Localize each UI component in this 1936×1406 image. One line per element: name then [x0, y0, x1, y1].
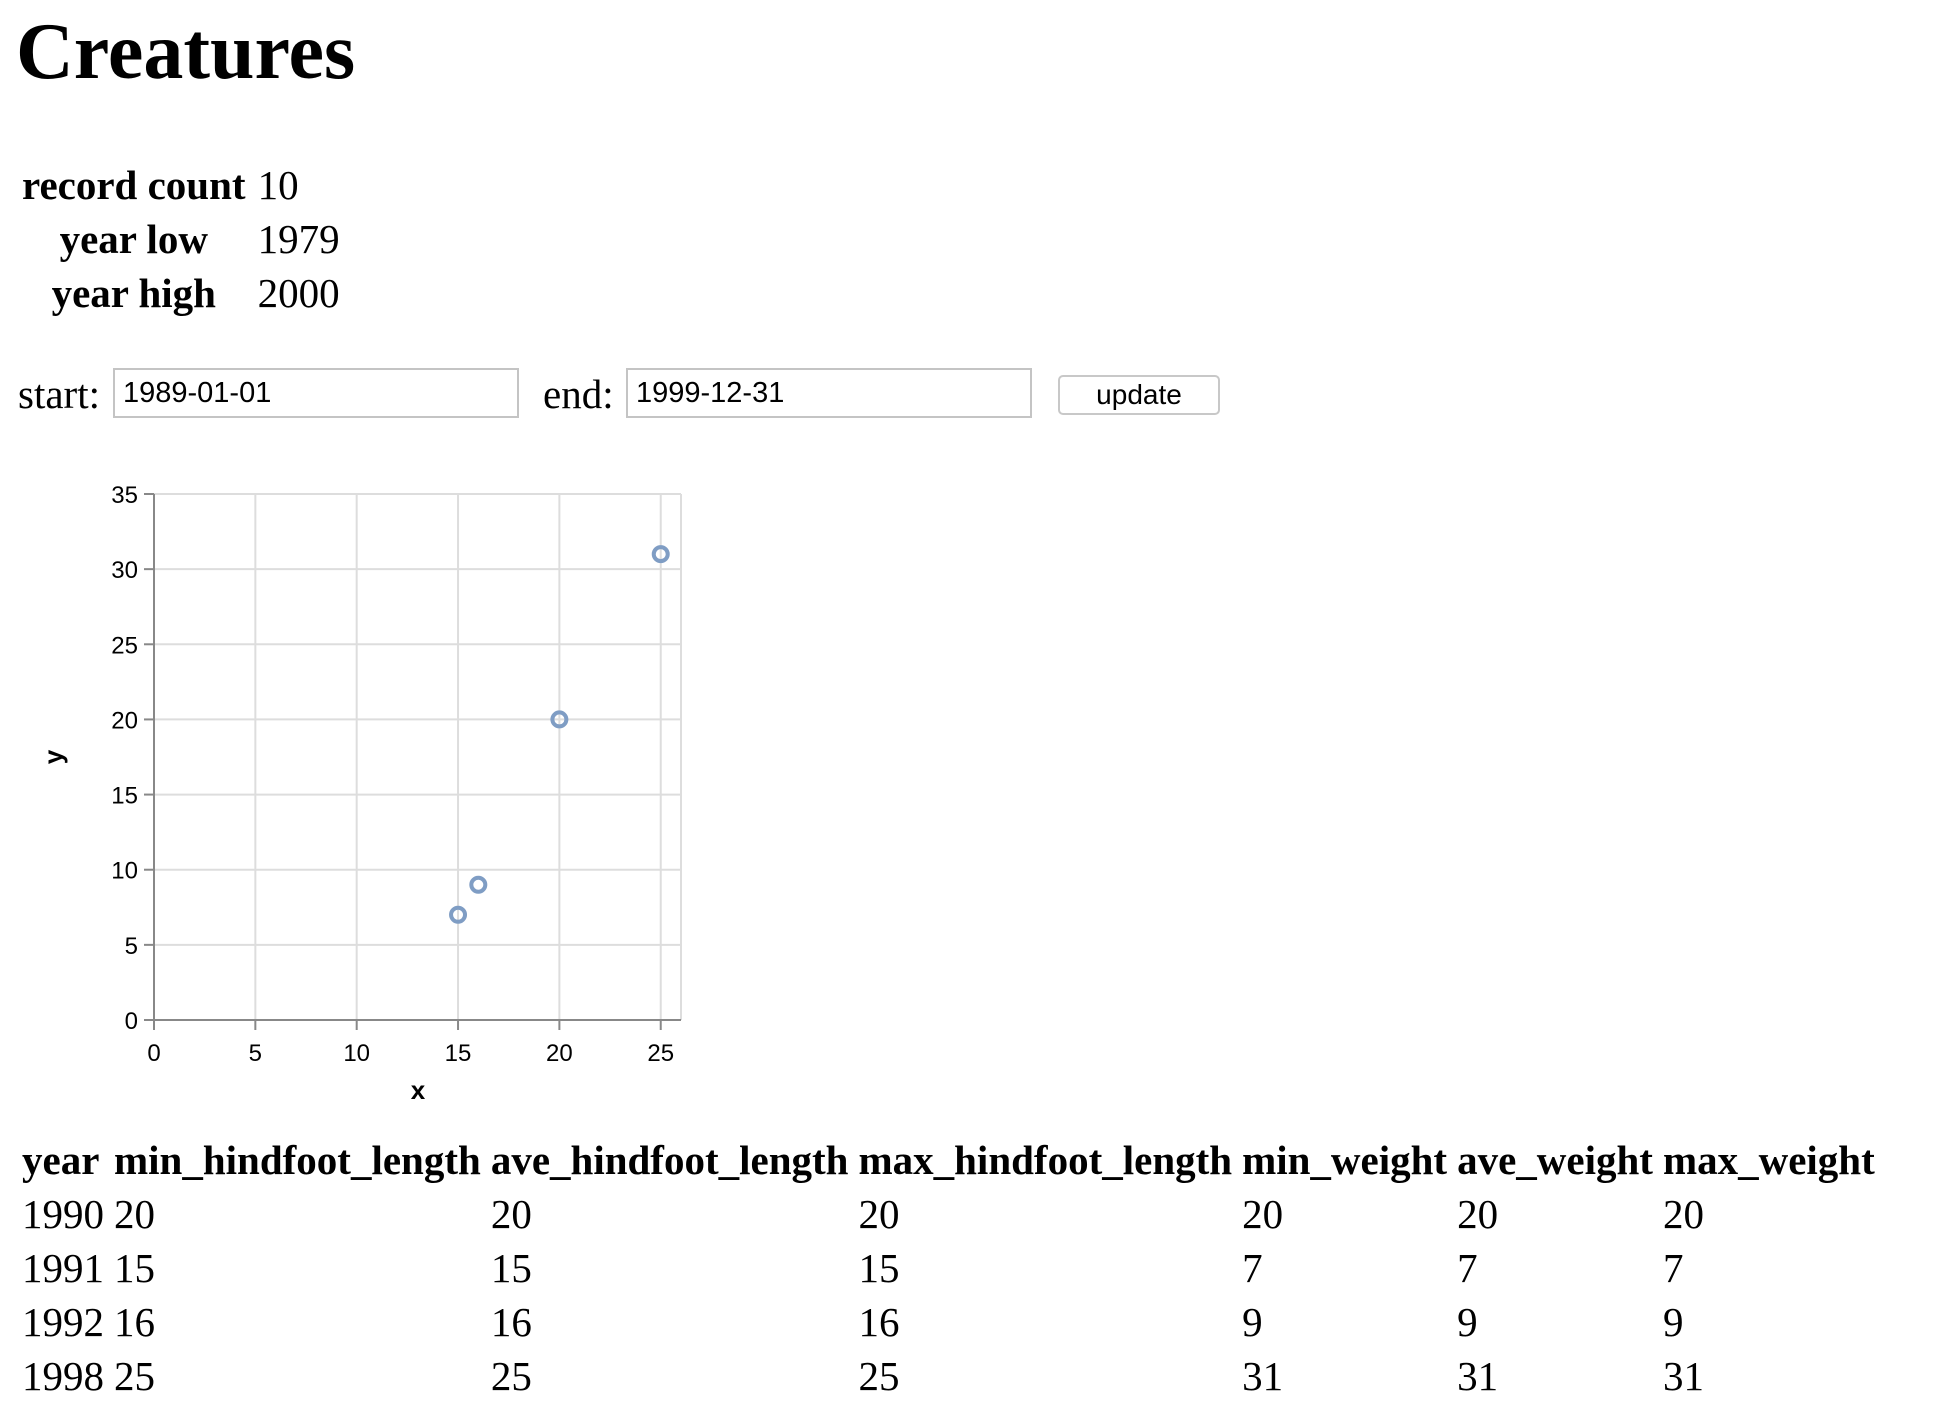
- table-cell: 9: [1457, 1299, 1478, 1345]
- table-cell: 16: [490, 1299, 532, 1345]
- table-cell: 25: [114, 1353, 155, 1399]
- table-cell: 7: [1662, 1245, 1684, 1291]
- table-cell: 15: [114, 1245, 155, 1291]
- stat-row: record count 10: [22, 158, 340, 212]
- y-tick-label: 15: [111, 783, 138, 810]
- x-tick-label: 15: [445, 1040, 472, 1067]
- scatter-chart: 0 5 10 15 20 25 0 5 10 15 20 25 30 35 x y: [38, 482, 682, 1105]
- table-cell: 25: [490, 1353, 532, 1399]
- table-cell: 15: [490, 1245, 532, 1291]
- table-cell: 20: [114, 1191, 155, 1237]
- table-cell: 1990: [22, 1191, 104, 1237]
- x-tick-label: 20: [546, 1040, 573, 1067]
- table-cell: 16: [858, 1299, 900, 1345]
- x-tick-label: 25: [647, 1040, 674, 1067]
- column-header: max_weight: [1662, 1137, 1875, 1183]
- table-cell: 7: [1242, 1245, 1263, 1291]
- table-cell: 20: [490, 1191, 532, 1237]
- table-cell: 1991: [22, 1245, 104, 1291]
- end-label: end:: [543, 371, 614, 417]
- stats-table: record count 10 year low 1979 year high 2000: [22, 158, 340, 320]
- column-header: min_hindfoot_length: [114, 1137, 481, 1183]
- scatter-point: [651, 545, 670, 564]
- table-cell: 7: [1457, 1245, 1478, 1291]
- summary-table: year min_hindfoot_length ave_hindfoot_leng…: [22, 1133, 1875, 1403]
- column-header: ave_hindfoot_length: [490, 1137, 849, 1183]
- scatter-point: [550, 710, 569, 729]
- start-date-input[interactable]: [113, 368, 519, 418]
- x-tick-label: 0: [147, 1040, 160, 1067]
- table-cell: 16: [114, 1299, 155, 1345]
- column-header: ave_weight: [1457, 1137, 1653, 1183]
- x-axis-title: x: [411, 1075, 426, 1105]
- y-tick-label: 0: [125, 1008, 138, 1035]
- table-cell: 20: [1242, 1191, 1284, 1237]
- table-cell: 20: [1662, 1191, 1704, 1237]
- y-tick-label: 30: [111, 557, 138, 584]
- table-row: 1998 25 25 25 31 31 31: [22, 1349, 1875, 1403]
- y-tick-label: 10: [111, 858, 138, 885]
- stat-row: year low 1979: [22, 212, 340, 266]
- chart-grid: [154, 493, 682, 1020]
- stat-value: 1979: [257, 216, 340, 262]
- y-axis-title: y: [38, 749, 68, 764]
- table-cell: 1998: [22, 1353, 104, 1399]
- table-cell: 25: [858, 1353, 900, 1399]
- stat-label: record count: [22, 162, 246, 208]
- column-header: year: [22, 1137, 100, 1183]
- summary-header-row: year min_hindfoot_length ave_hindfoot_leng…: [22, 1133, 1875, 1187]
- table-row: 1991 15 15 15 7 7 7: [22, 1241, 1875, 1295]
- chart-points: [449, 545, 670, 924]
- x-tick-label: 5: [249, 1040, 262, 1067]
- y-tick-label: 5: [125, 933, 138, 960]
- stat-label: year high: [51, 270, 216, 316]
- stat-value: 10: [257, 162, 299, 208]
- scatter-point: [469, 875, 488, 894]
- table-cell: 31: [1457, 1353, 1499, 1399]
- table-cell: 1992: [22, 1299, 104, 1345]
- table-cell: 31: [1662, 1353, 1704, 1399]
- table-cell: 31: [1242, 1353, 1284, 1399]
- end-date-input[interactable]: [626, 368, 1032, 418]
- table-cell: 20: [1457, 1191, 1499, 1237]
- column-header: max_hindfoot_length: [858, 1137, 1233, 1183]
- chart-axes: 0 5 10 15 20 25 0 5 10 15 20 25 30 35: [111, 482, 681, 1067]
- stat-label: year low: [59, 216, 208, 262]
- table-cell: 9: [1662, 1299, 1684, 1345]
- page-title: Creatures: [16, 8, 356, 96]
- table-cell: 15: [858, 1245, 900, 1291]
- table-row: 1990 20 20 20 20 20 20: [22, 1187, 1875, 1241]
- scatter-point: [449, 905, 468, 924]
- table-cell: 20: [858, 1191, 900, 1237]
- x-tick-label: 10: [343, 1040, 370, 1067]
- stat-value: 2000: [257, 270, 340, 316]
- table-cell: 9: [1242, 1299, 1263, 1345]
- column-header: min_weight: [1242, 1137, 1448, 1183]
- stat-row: year high 2000: [22, 266, 340, 320]
- y-tick-label: 35: [111, 482, 138, 509]
- table-row: 1992 16 16 16 9 9 9: [22, 1295, 1875, 1349]
- y-tick-label: 20: [111, 707, 138, 734]
- update-button[interactable]: update: [1058, 375, 1220, 415]
- start-label: start:: [18, 371, 100, 417]
- y-tick-label: 25: [111, 632, 138, 659]
